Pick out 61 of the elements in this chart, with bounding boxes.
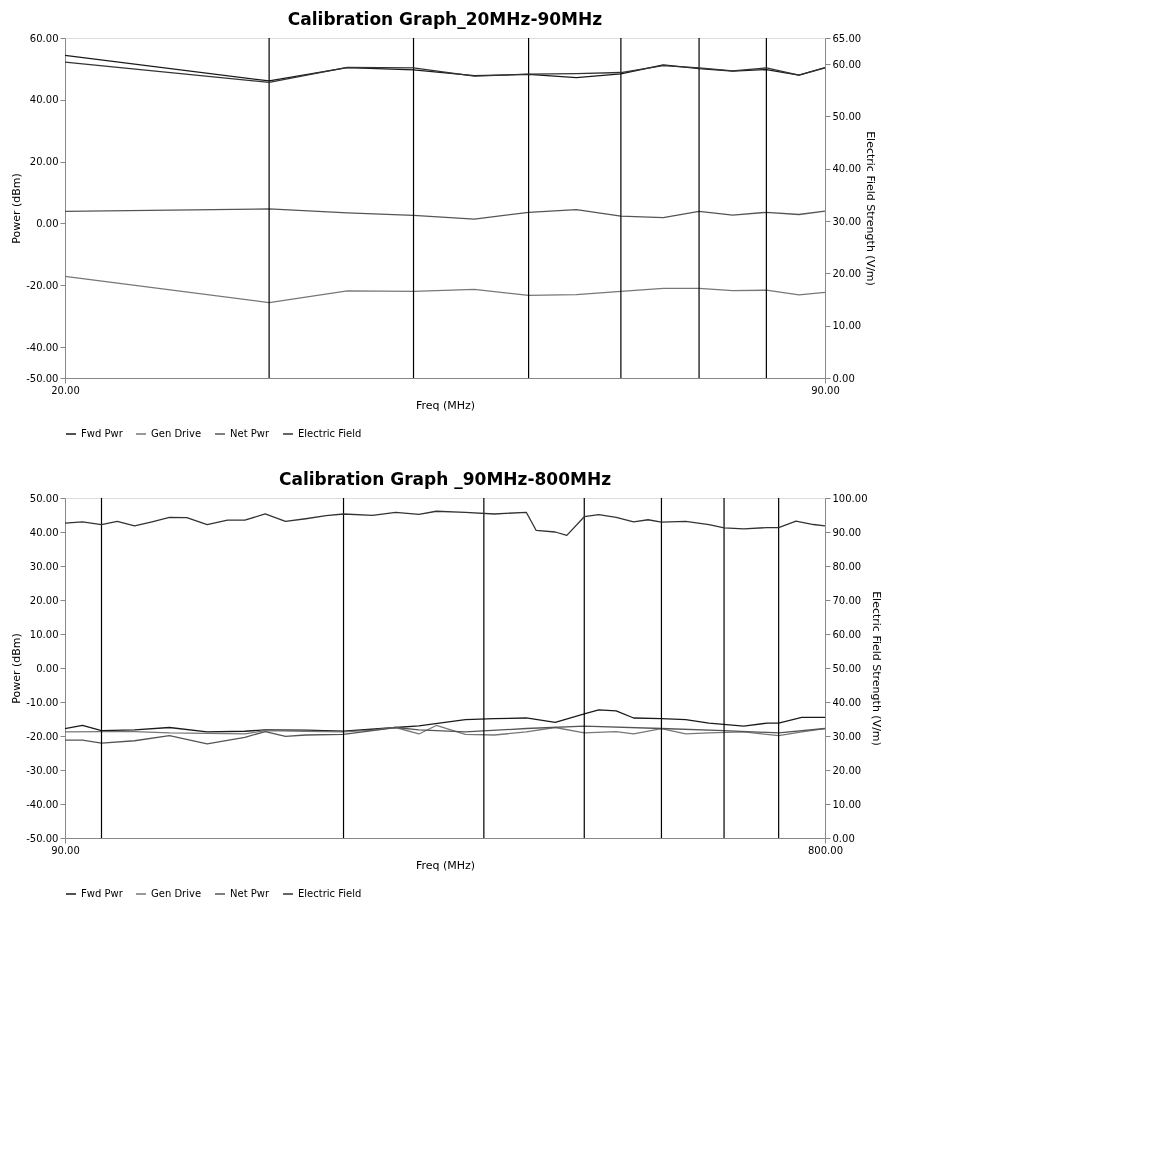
y-tick-label: 60.00 [29, 32, 59, 44]
y-tick-label: 0.00 [36, 662, 59, 674]
legend-label: Net Pwr [230, 888, 270, 899]
y2-tick-label: 20.00 [832, 267, 862, 279]
chart-title: Calibration Graph _90MHz-800MHz [278, 469, 612, 489]
y-tick-label: -40.00 [26, 341, 59, 353]
x-axis-title: Freq (MHz) [415, 398, 476, 412]
y2-tick-label: 30.00 [832, 730, 862, 742]
line-series [64, 709, 826, 733]
legend-label: Electric Field [298, 428, 362, 439]
y-tick-label: -30.00 [26, 764, 59, 776]
legend-label: Gen Drive [151, 888, 202, 899]
y2-tick-label: 40.00 [832, 696, 862, 708]
y2-tick-label: 100.00 [832, 492, 868, 504]
y-tick-label: -50.00 [26, 832, 59, 844]
legend-label: Fwd Pwr [81, 888, 124, 899]
y-tick-label: 20.00 [29, 156, 59, 168]
x-axis-title: Freq (MHz) [415, 858, 476, 872]
y2-tick-label: 70.00 [832, 594, 862, 606]
y-tick-label: -20.00 [26, 279, 59, 291]
y2-tick-label: 65.00 [832, 32, 862, 44]
y2-tick-label: 90.00 [832, 526, 862, 538]
y-tick-label: -20.00 [26, 730, 59, 742]
y-tick-label: 40.00 [29, 94, 59, 106]
x-tick-label: 800.00 [808, 844, 843, 856]
chart-title: Calibration Graph_20MHz-90MHz [287, 9, 603, 29]
y2-tick-label: 0.00 [832, 372, 855, 384]
y-tick-label: 40.00 [29, 526, 59, 538]
y-tick-label: 50.00 [29, 492, 59, 504]
legend-label: Gen Drive [151, 428, 202, 439]
y2-tick-label: 20.00 [832, 764, 862, 776]
line-series [64, 61, 826, 84]
y-tick-label: 10.00 [29, 628, 59, 640]
y-tick-label: -40.00 [26, 798, 59, 810]
legend-label: Fwd Pwr [81, 428, 124, 439]
y2-tick-label: 40.00 [832, 163, 862, 175]
y2-axis-title: Electric Field Strength (V/m) [870, 591, 884, 746]
y2-tick-label: 0.00 [832, 832, 855, 844]
y2-tick-label: 30.00 [832, 215, 862, 227]
line-series [64, 510, 826, 537]
line-series [64, 275, 826, 304]
y2-tick-label: 50.00 [832, 662, 862, 674]
y2-tick-label: 80.00 [832, 560, 862, 572]
y2-tick-label: 10.00 [832, 320, 862, 332]
y-axis-title: Power (dBm) [10, 633, 24, 704]
y2-axis-title: Electric Field Strength (V/m) [864, 131, 878, 286]
y-tick-label: -50.00 [26, 372, 59, 384]
legend-label: Net Pwr [230, 428, 270, 439]
line-series [64, 208, 826, 220]
y-tick-label: -10.00 [26, 696, 59, 708]
y-tick-label: 20.00 [29, 594, 59, 606]
y-tick-label: 30.00 [29, 560, 59, 572]
y2-tick-label: 50.00 [832, 110, 862, 122]
y-tick-label: 0.00 [36, 217, 59, 229]
y2-tick-label: 60.00 [832, 58, 862, 70]
y2-tick-label: 10.00 [832, 798, 862, 810]
legend-label: Electric Field [298, 888, 362, 899]
y2-tick-label: 60.00 [832, 628, 862, 640]
y-axis-title: Power (dBm) [10, 173, 24, 244]
line-series [64, 725, 826, 745]
line-series [64, 724, 826, 737]
